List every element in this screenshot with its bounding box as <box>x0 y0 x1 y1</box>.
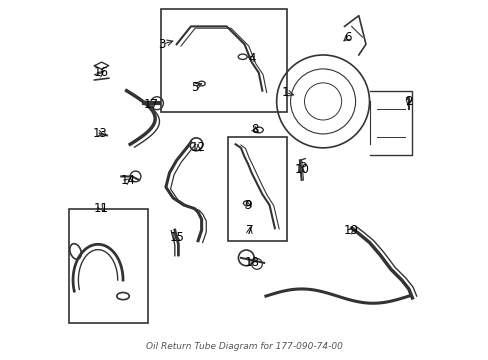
Text: 2: 2 <box>404 95 412 108</box>
Text: 1: 1 <box>281 86 289 99</box>
Text: 9: 9 <box>244 198 251 212</box>
Text: 8: 8 <box>251 123 258 136</box>
Text: 19: 19 <box>344 224 358 237</box>
Text: 18: 18 <box>244 256 259 269</box>
Text: Oil Return Tube Diagram for 177-090-74-00: Oil Return Tube Diagram for 177-090-74-0… <box>146 342 342 351</box>
Text: 17: 17 <box>144 99 159 112</box>
Text: 14: 14 <box>121 174 136 186</box>
Text: 15: 15 <box>169 231 183 244</box>
Text: 12: 12 <box>190 141 205 154</box>
Text: 3: 3 <box>158 38 166 51</box>
Text: 5: 5 <box>190 81 198 94</box>
Text: 4: 4 <box>247 52 255 65</box>
FancyBboxPatch shape <box>228 137 287 241</box>
Text: 6: 6 <box>344 31 351 44</box>
Text: 11: 11 <box>94 202 109 215</box>
Text: 10: 10 <box>294 163 308 176</box>
FancyBboxPatch shape <box>160 9 287 112</box>
FancyBboxPatch shape <box>69 208 148 323</box>
Text: 13: 13 <box>92 127 107 140</box>
Text: 16: 16 <box>94 66 109 79</box>
Text: 7: 7 <box>245 224 253 237</box>
